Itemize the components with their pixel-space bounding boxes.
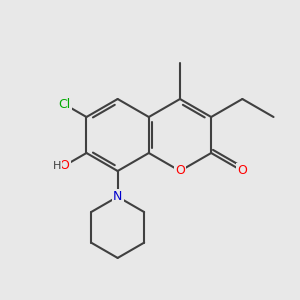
Text: O: O [60,159,70,172]
Text: O: O [175,164,185,178]
Text: H: H [53,160,61,171]
Text: Cl: Cl [58,98,71,111]
Text: N: N [113,190,122,203]
Text: O: O [237,164,247,178]
